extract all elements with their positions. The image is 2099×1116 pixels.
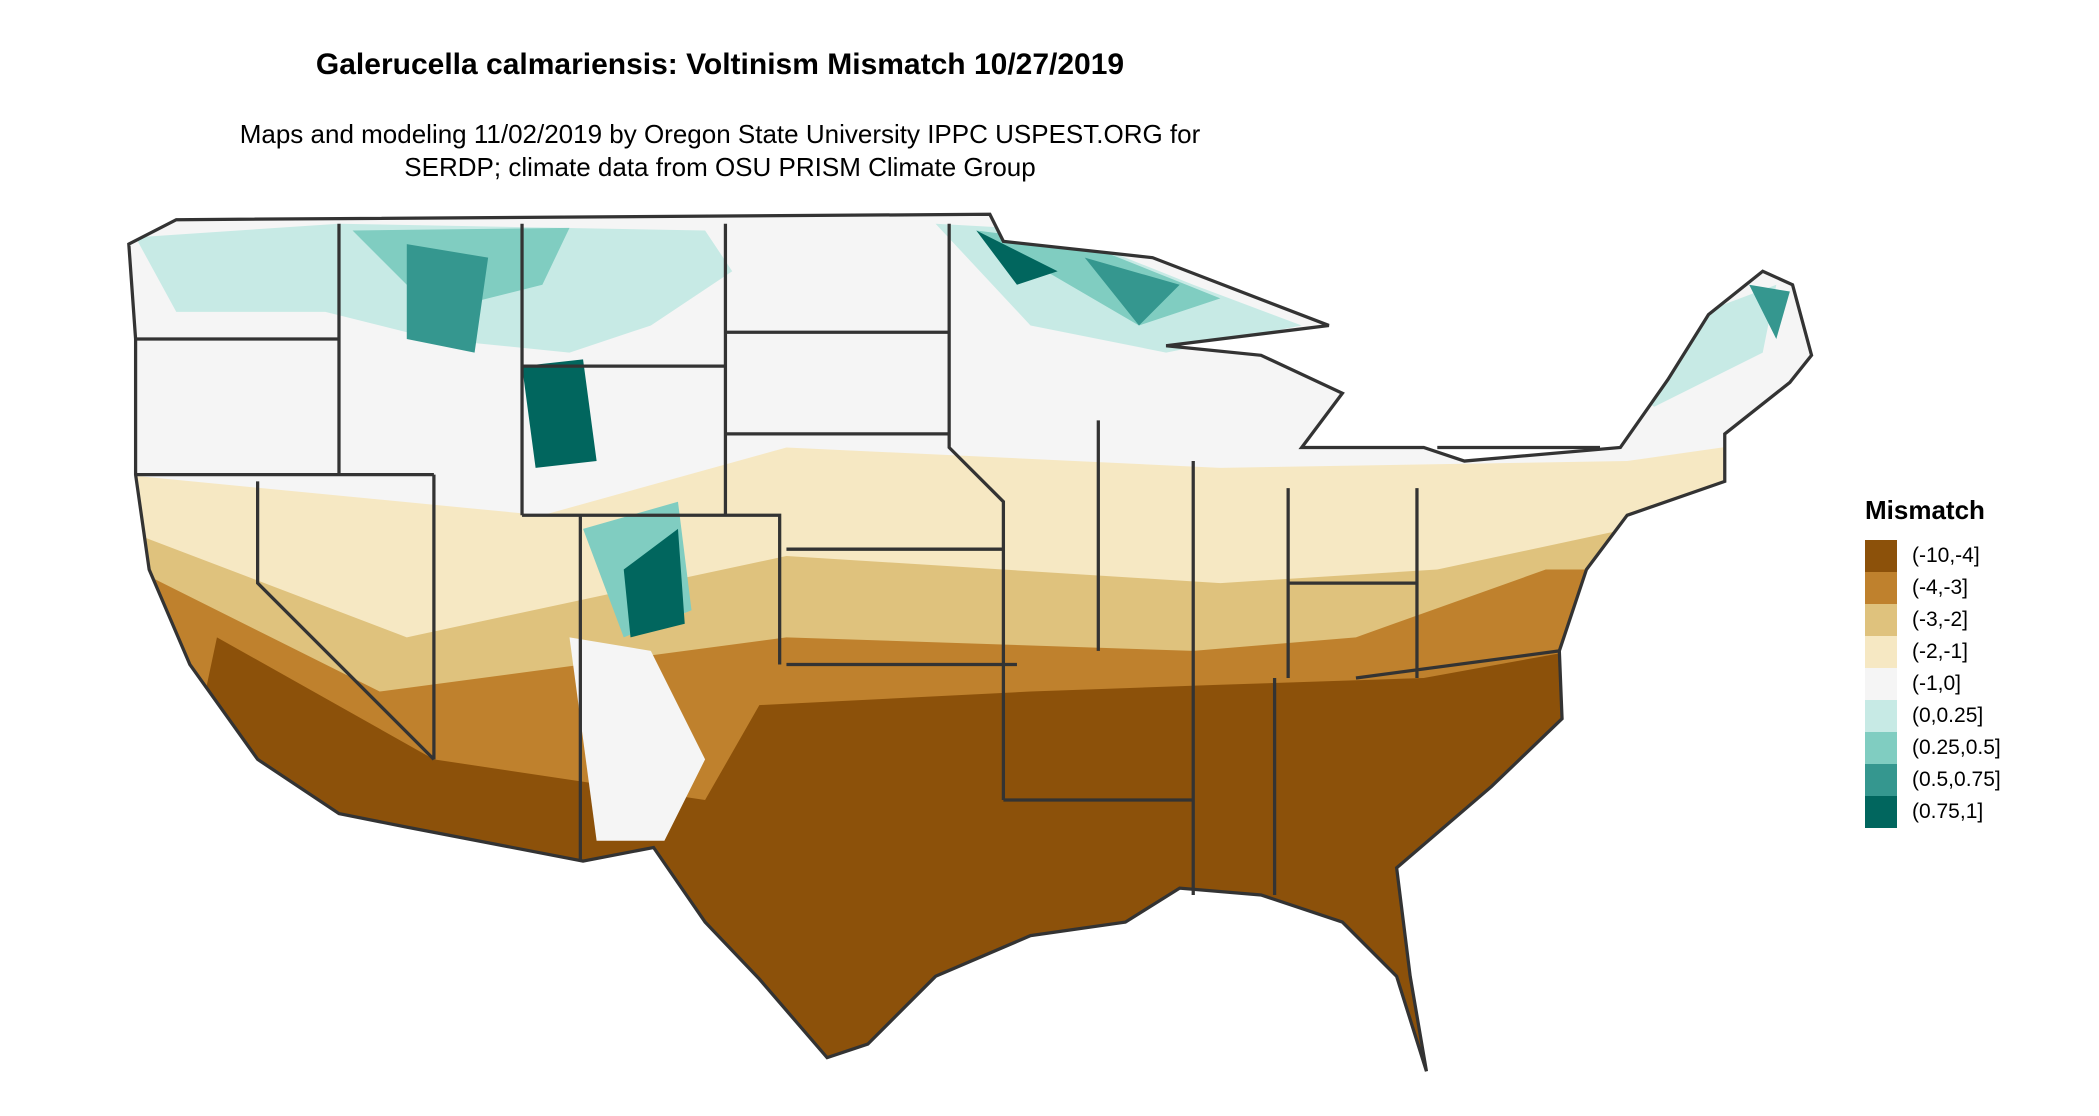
subtitle-line-1: Maps and modeling 11/02/2019 by Oregon S…: [239, 119, 1201, 149]
legend-label: (-1,0]: [1912, 672, 1962, 695]
legend-item: (0.25,0.5]: [1865, 732, 2001, 764]
legend-swatch: [1865, 700, 1897, 732]
legend-label: (-4,-3]: [1912, 576, 1969, 599]
legend-label: (-2,-1]: [1912, 640, 1969, 663]
zone-cool-southwest: [569, 637, 706, 841]
subtitle-line-2: SERDP; climate data from OSU PRISM Clima…: [404, 152, 1036, 182]
legend-swatch: [1865, 732, 1897, 764]
legend-item: (0.5,0.75]: [1865, 764, 2001, 796]
legend-label: (0.5,0.75]: [1912, 768, 2001, 791]
legend-item: (-4,-3]: [1865, 572, 2001, 604]
legend-swatch: [1865, 540, 1897, 572]
map-subtitle: Maps and modeling 11/02/2019 by Oregon S…: [0, 118, 1440, 184]
legend-swatch: [1865, 764, 1897, 796]
legend-swatch: [1865, 796, 1897, 828]
legend-label: (0.25,0.5]: [1912, 736, 2001, 759]
legend-label: (0,0.25]: [1912, 704, 1984, 727]
legend-swatch: [1865, 572, 1897, 604]
legend-label: (0.75,1]: [1912, 800, 1984, 823]
state-borders: [127, 212, 1814, 1073]
legend-swatch: [1865, 604, 1897, 636]
legend-item: (-3,-2]: [1865, 604, 2001, 636]
legend-swatch: [1865, 636, 1897, 668]
legend-items: (-10,-4] (-4,-3] (-3,-2] (-2,-1] (-1,0] (0,0.…: [1865, 540, 2001, 828]
legend-item: (0,0.25]: [1865, 700, 2001, 732]
legend-item: (-2,-1]: [1865, 636, 2001, 668]
legend: Mismatch (-10,-4] (-4,-3] (-3,-2] (-2,-1] (-…: [1865, 495, 2001, 828]
legend-swatch: [1865, 668, 1897, 700]
legend-title: Mismatch: [1865, 495, 1985, 525]
legend-item: (-1,0]: [1865, 668, 2001, 700]
legend-label: (-10,-4]: [1912, 544, 1980, 567]
legend-item: (0.75,1]: [1865, 796, 2001, 828]
zone-teal-dark: [406, 244, 1790, 353]
legend-label: (-3,-2]: [1912, 608, 1969, 631]
map-title: Galerucella calmariensis: Voltinism Mism…: [315, 48, 1125, 81]
legend-item: (-10,-4]: [1865, 540, 2001, 572]
